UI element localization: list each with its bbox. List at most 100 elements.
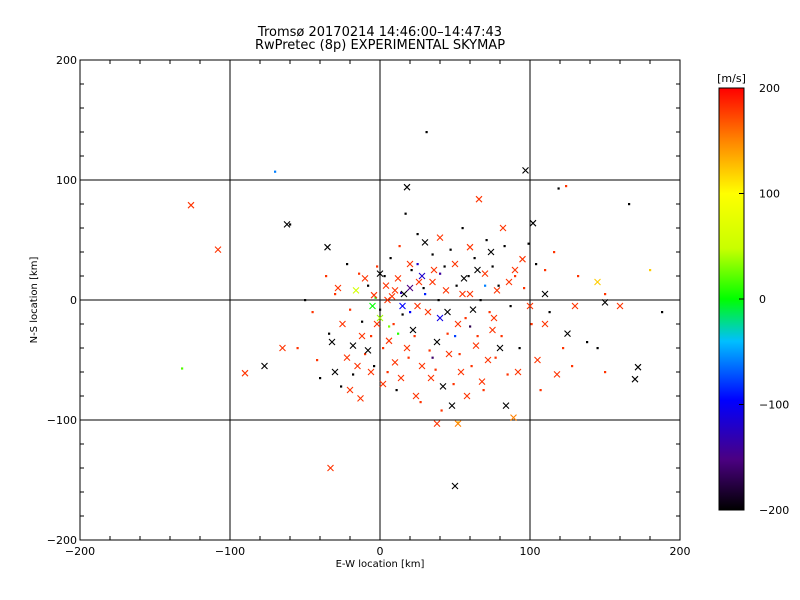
- data-point-small: [482, 389, 485, 392]
- data-point-cross: [354, 362, 361, 370]
- data-point-small: [437, 299, 440, 302]
- data-point-small: [500, 335, 503, 338]
- axis-labels: −200 −100 0 100 200 −200 −100 0 100 200 E-W locati…: [29, 54, 691, 570]
- data-point-cross: [279, 344, 286, 352]
- data-point-cross: [327, 464, 334, 472]
- data-point-small: [440, 409, 443, 412]
- data-point-small: [628, 203, 631, 206]
- data-point-small: [370, 335, 373, 338]
- data-point-small: [449, 248, 452, 251]
- data-point-cross: [444, 308, 451, 316]
- chart-subtitle: RwPretec (8p) EXPERIMENTAL SKYMAP: [254, 38, 506, 53]
- data-point-cross: [553, 371, 561, 378]
- data-point-cross: [454, 320, 462, 328]
- data-point-cross: [511, 266, 519, 274]
- x-tick-label: 0: [377, 545, 384, 558]
- data-point-cross: [442, 287, 450, 294]
- y-tick-label: 0: [70, 294, 77, 307]
- data-point-small: [413, 335, 416, 338]
- data-point-cross: [382, 282, 390, 289]
- data-point-small: [400, 291, 403, 294]
- data-point-small: [491, 265, 494, 268]
- data-point-cross: [376, 270, 384, 277]
- data-point-small: [509, 305, 512, 308]
- data-point-small: [604, 371, 607, 374]
- data-point-cross: [370, 291, 378, 299]
- data-point-small: [562, 347, 565, 350]
- colorbar-label: [m/s]: [717, 72, 746, 85]
- data-point-cross: [283, 221, 291, 228]
- data-point-cross: [385, 337, 393, 345]
- data-point-small: [374, 296, 377, 299]
- data-point-cross: [451, 482, 459, 490]
- data-point-small: [395, 389, 398, 392]
- data-point-small: [416, 233, 419, 236]
- data-point-small: [434, 368, 437, 371]
- data-point-cross: [412, 392, 420, 400]
- data-point-small: [557, 187, 560, 190]
- data-point-cross: [529, 219, 537, 227]
- data-point-small: [289, 223, 292, 226]
- data-point-small: [364, 353, 367, 356]
- data-point-cross: [481, 270, 489, 277]
- data-point-small: [530, 323, 533, 326]
- data-point-cross: [564, 330, 571, 337]
- data-point-cross: [343, 354, 351, 361]
- data-point-small: [428, 349, 431, 352]
- data-point-small: [388, 325, 391, 328]
- data-point-small: [425, 131, 428, 134]
- data-point-cross: [349, 342, 357, 349]
- data-point-small: [401, 313, 404, 316]
- data-point-small: [443, 265, 446, 268]
- data-point-small: [661, 311, 664, 314]
- colorbar-tick-label: 100: [759, 188, 780, 201]
- data-point-cross: [352, 287, 360, 294]
- data-point-cross: [487, 248, 495, 256]
- data-point-cross: [463, 392, 471, 400]
- data-point-cross: [361, 275, 369, 282]
- axis-ticks: [79, 59, 681, 541]
- data-point-small: [382, 347, 385, 350]
- x-tick-label: 100: [520, 545, 541, 558]
- data-point-cross: [391, 287, 399, 294]
- x-tick-label: 200: [670, 545, 691, 558]
- data-point-cross: [436, 234, 444, 241]
- data-point-small: [649, 269, 652, 272]
- data-point-cross: [466, 290, 474, 298]
- data-point-cross: [594, 278, 601, 286]
- data-point-cross: [475, 195, 483, 203]
- data-point-small: [431, 356, 434, 359]
- data-point-cross: [369, 302, 376, 310]
- data-point-small: [373, 365, 376, 368]
- data-point-small: [586, 341, 589, 344]
- data-point-small: [398, 245, 401, 248]
- data-point-small: [527, 242, 530, 245]
- colorbar-tick-label: −200: [759, 504, 789, 517]
- data-point-cross: [400, 290, 408, 298]
- data-point-small: [422, 287, 425, 290]
- y-tick-label: 100: [56, 174, 77, 187]
- data-point-small: [577, 275, 580, 278]
- data-point-cross: [466, 243, 474, 251]
- data-point-cross: [261, 362, 268, 370]
- data-point-cross: [496, 344, 504, 352]
- data-point-small: [494, 356, 497, 359]
- data-point-small: [325, 275, 328, 278]
- data-point-cross: [328, 338, 336, 346]
- data-point-cross: [334, 284, 342, 292]
- data-point-small: [352, 373, 355, 376]
- data-point-small: [346, 263, 349, 266]
- data-point-cross: [436, 314, 444, 322]
- data-point-small: [383, 275, 386, 278]
- data-point-cross: [459, 290, 466, 298]
- data-point-cross: [541, 290, 549, 298]
- data-point-small: [485, 239, 488, 242]
- data-point-small: [464, 317, 467, 320]
- data-point-cross: [469, 306, 477, 313]
- data-point-cross: [433, 420, 441, 427]
- data-point-cross: [616, 302, 624, 310]
- data-point-cross: [478, 378, 486, 385]
- data-point-cross: [526, 302, 534, 310]
- data-point-cross: [424, 308, 432, 316]
- data-point-small: [379, 308, 382, 311]
